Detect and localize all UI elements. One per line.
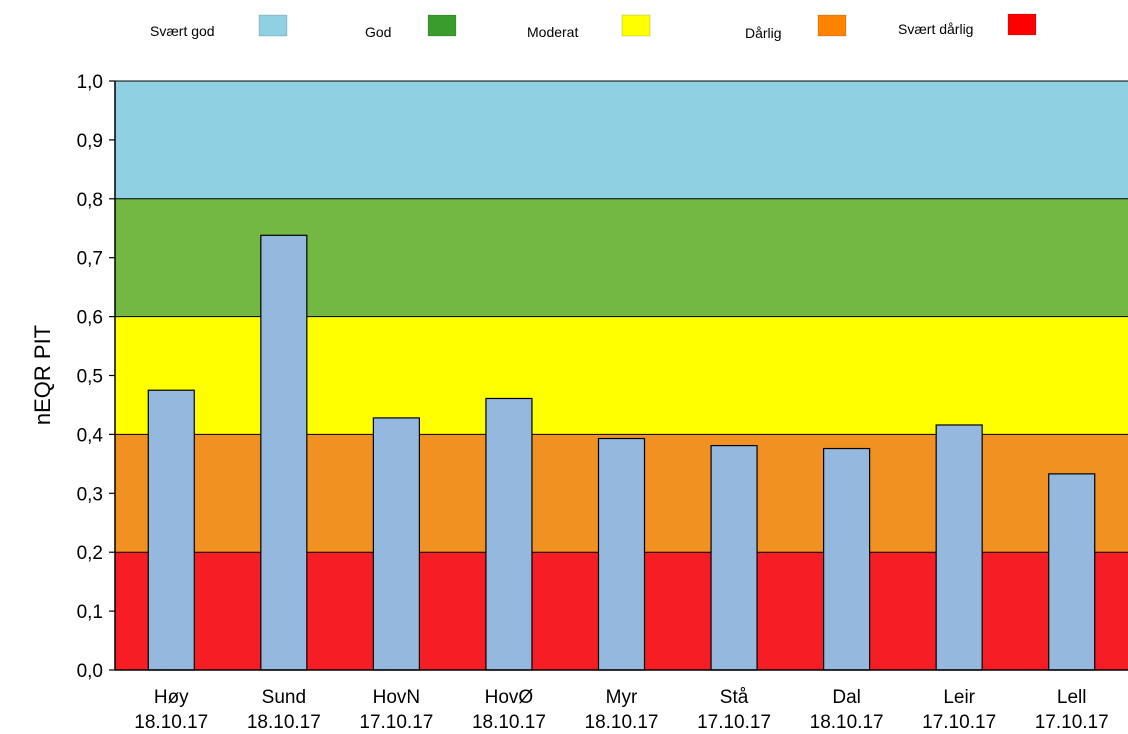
- y-tick-label: 0,7: [77, 249, 103, 270]
- x-tick-label-date: 17.10.17: [359, 712, 433, 733]
- bar-Dal: [823, 447, 871, 671]
- y-tick-label: 0,5: [77, 367, 103, 388]
- y-tick-label: 0,2: [77, 543, 103, 564]
- y-tick-label: 0,9: [77, 131, 103, 152]
- bar-Høy: [147, 389, 195, 671]
- bar-Myr: [597, 437, 646, 671]
- legend-label: God: [365, 24, 391, 40]
- y-axis-label: nEQR PIT: [30, 325, 55, 425]
- y-tick-label: 0,0: [77, 661, 103, 682]
- x-tick-label-date: 17.10.17: [697, 712, 771, 733]
- x-tick-label-name: Dal: [832, 687, 861, 708]
- bar-Sund: [260, 234, 308, 671]
- x-tick-label-date: 18.10.17: [472, 712, 546, 733]
- bar-Leir: [935, 424, 983, 671]
- x-tick-label-name: Stå: [720, 687, 749, 708]
- x-tick-label-date: 17.10.17: [922, 712, 996, 733]
- y-tick-label: 0,1: [77, 602, 103, 623]
- legend-swatch: [621, 14, 651, 37]
- bar-HovØ: [485, 397, 533, 671]
- x-tick-label-date: 18.10.17: [810, 712, 884, 733]
- y-tick-labels: 0,0 0,1 0,2 0,3 0,4 0,5 0,6 0,7 0,8 0,9 1,0: [77, 72, 104, 682]
- legend-label: Dårlig: [745, 25, 782, 41]
- legend-label: Svært god: [150, 23, 215, 39]
- bar-Stå: [710, 444, 758, 671]
- x-tick-label-name: Lell: [1057, 687, 1087, 708]
- y-tick-label: 1,0: [77, 72, 103, 93]
- bar-HovN: [372, 417, 420, 671]
- x-tick-label-date: 18.10.17: [134, 712, 208, 733]
- x-tick-label-date: 17.10.17: [1035, 712, 1109, 733]
- y-tick-label: 0,4: [77, 425, 104, 446]
- x-tick-labels: Høy 18.10.17 Sund 18.10.17 HovN 17.10.17 HovØ 1…: [134, 687, 1108, 733]
- legend-label: Moderat: [527, 24, 578, 40]
- y-tick-label: 0,3: [77, 484, 103, 505]
- x-tick-label-name: Leir: [943, 687, 975, 708]
- y-tick-label: 0,8: [77, 190, 103, 211]
- legend-swatch: [817, 14, 847, 37]
- legend-swatch: [1007, 13, 1037, 36]
- bar-Lell: [1048, 473, 1096, 671]
- x-tick-label-date: 18.10.17: [585, 712, 659, 733]
- x-tick-label-date: 18.10.17: [247, 712, 321, 733]
- x-tick-label-name: HovØ: [485, 687, 534, 708]
- legend-swatch: [258, 14, 288, 37]
- y-tick-label: 0,6: [77, 308, 103, 329]
- legend-swatch: [427, 14, 457, 37]
- x-tick-label-name: HovN: [373, 687, 421, 708]
- axes: [109, 80, 1128, 671]
- band-0: [115, 81, 1128, 199]
- x-tick-label-name: Sund: [262, 687, 306, 708]
- legend: Svært god God Moderat Dårlig Svært dårlig: [150, 13, 1037, 41]
- bars: [147, 234, 1096, 671]
- x-tick-label-name: Myr: [606, 687, 638, 708]
- legend-label: Svært dårlig: [898, 21, 973, 37]
- x-tick-label-name: Høy: [154, 687, 189, 708]
